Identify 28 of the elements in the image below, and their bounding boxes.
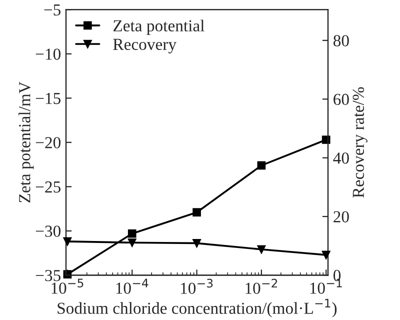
y-tick-label: −5	[44, 4, 60, 16]
y2-axis-title: Recovery rate/%	[352, 87, 368, 198]
x-axis-title: Sodium chloride concentration/(mol·L$^{−1}$)	[58, 298, 337, 318]
y-tick-label: −10	[36, 48, 61, 60]
point	[257, 245, 266, 254]
y2-tick-label: 40	[333, 152, 349, 164]
x-tick-label: 10$^{−4}$	[116, 278, 148, 294]
point	[128, 229, 136, 238]
legend-label: Recovery	[113, 38, 176, 54]
y-tick-label: −20	[36, 137, 61, 148]
y-axis-title: Zeta potential/mV	[18, 82, 34, 202]
point	[257, 161, 266, 170]
point	[128, 238, 136, 247]
point	[322, 136, 330, 144]
point	[192, 239, 201, 248]
x-tick-label: 10$^{−2}$	[246, 278, 278, 294]
point	[322, 250, 330, 260]
y-tick-label: −25	[36, 181, 60, 193]
y-tick-label: −15	[36, 92, 60, 104]
legend-label: Zeta potential	[113, 20, 204, 35]
point	[63, 237, 72, 246]
x-tick-label: 10$^{−3}$	[180, 278, 213, 294]
y-tick-label: −35	[36, 270, 60, 282]
y2-tick-label: 20	[334, 211, 349, 222]
y2-tick-label: 80	[333, 35, 349, 46]
point	[192, 208, 201, 217]
y-tick-label: −30	[36, 226, 61, 237]
y2-tick-label: 60	[334, 94, 349, 106]
